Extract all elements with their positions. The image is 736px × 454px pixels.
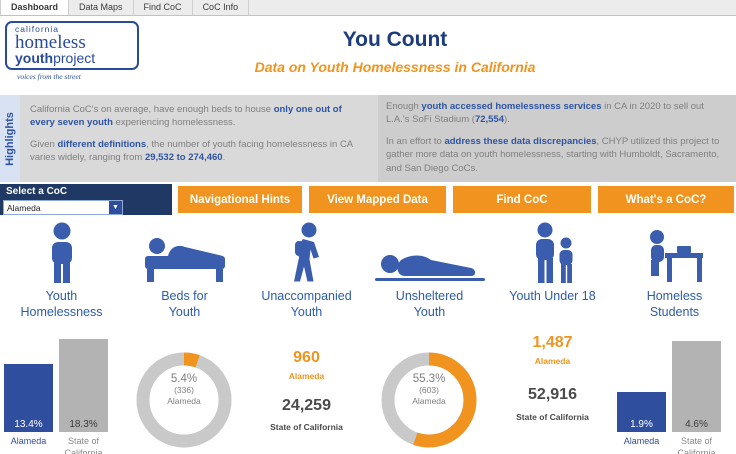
chyp-logo-box: california homeless youthproject	[5, 21, 139, 70]
sheet-tab-bar: Dashboard Data Maps Find CoC CoC Info	[0, 0, 736, 16]
under18-state-value: 52,916	[528, 386, 577, 403]
tab-find-coc[interactable]: Find CoC	[134, 0, 193, 15]
page-title: You Count	[342, 28, 448, 51]
coc-dropdown-value: Alameda	[7, 202, 41, 213]
logo-tagline: voices from the street	[17, 71, 81, 81]
coc-filter-label: Select a CoC	[6, 186, 68, 197]
highlight-paragraph: Given different definitions, the number …	[30, 138, 353, 164]
bar-value: 1.9%	[630, 419, 653, 430]
bar-value: 13.4%	[14, 419, 43, 430]
under18-alameda-value: 1,487	[532, 334, 573, 351]
student-at-desk-icon	[613, 218, 736, 284]
unaccompanied-alameda-value: 960	[293, 349, 320, 366]
highlight-paragraph: In an effort to address these data discr…	[386, 135, 720, 174]
axis-label-alameda: Alameda	[623, 436, 660, 446]
dropdown-caret-icon[interactable]: ▼	[109, 201, 122, 214]
tab-coc-info[interactable]: CoC Info	[193, 0, 250, 15]
under18-state-label: State of California	[516, 412, 589, 422]
bed-icon	[123, 218, 246, 284]
metric-title-beds-for-youth: Beds for Youth	[161, 289, 208, 320]
highlight-paragraph: Enough youth accessed homelessness servi…	[386, 101, 704, 126]
youth-person-icon	[0, 218, 123, 284]
homeless-students-state-bar[interactable]: 4.6%	[672, 341, 721, 432]
highlights-left-panel: California CoC's on average, have enough…	[20, 95, 378, 182]
metric-title-youth-under-18: Youth Under 18	[509, 289, 596, 303]
whats-a-coc-button[interactable]: What's a CoC?	[598, 186, 734, 213]
bar-value: 4.6%	[685, 419, 708, 430]
metric-title-unsheltered-youth: Unsheltered Youth	[395, 289, 464, 320]
walking-youth-backpack-icon	[245, 218, 368, 284]
axis-label-alameda: Alameda	[10, 436, 47, 446]
view-mapped-data-button[interactable]: View Mapped Data	[309, 186, 446, 213]
unaccompanied-alameda-label: Alameda	[288, 371, 325, 381]
beds-for-youth-donut-label: 5.4% (336) Alameda	[167, 373, 201, 407]
coc-dropdown[interactable]: Alameda ▼	[3, 200, 123, 215]
chyp-logo: california homeless youthproject voices …	[5, 21, 139, 81]
unaccompanied-state-label: State of California	[270, 422, 343, 432]
find-coc-button[interactable]: Find CoC	[453, 186, 591, 213]
navigational-hints-button[interactable]: Navigational Hints	[178, 186, 302, 213]
bar-value: 18.3%	[69, 419, 98, 430]
tab-data-maps[interactable]: Data Maps	[69, 0, 134, 15]
youth-homelessness-alameda-bar[interactable]: 13.4%	[4, 364, 53, 432]
metric-title-youth-homelessness: Youth Homelessness	[20, 289, 103, 320]
axis-label-state: State of California	[677, 436, 716, 454]
family-icon	[491, 218, 614, 284]
metric-title-unaccompanied-youth: Unaccompanied Youth	[261, 289, 352, 320]
page-subtitle: Data on Youth Homelessness in California	[254, 59, 536, 75]
beds-for-youth-donut[interactable]	[136, 352, 232, 448]
axis-label-state: State of California	[64, 436, 103, 454]
homeless-students-alameda-bar[interactable]: 1.9%	[617, 392, 666, 432]
highlights-right-panel: Enough youth accessed homelessness servi…	[378, 95, 736, 182]
unsheltered-youth-donut[interactable]	[381, 352, 477, 448]
highlight-paragraph: California CoC's on average, have enough…	[30, 104, 342, 129]
unaccompanied-state-value: 24,259	[282, 397, 331, 414]
youth-homelessness-state-bar[interactable]: 18.3%	[59, 339, 108, 432]
under18-alameda-label: Alameda	[534, 356, 571, 366]
logo-line-homeless: homeless	[15, 32, 86, 53]
lying-person-icon	[368, 218, 491, 284]
highlights-vertical-label: Highlights	[0, 95, 20, 182]
coc-filter: Select a CoC Alameda ▼	[0, 184, 172, 215]
unsheltered-youth-donut-label: 55.3% (603) Alameda	[412, 373, 446, 407]
metric-title-homeless-students: Homeless Students	[646, 289, 703, 320]
logo-line-california: california	[15, 24, 60, 34]
tab-dashboard[interactable]: Dashboard	[0, 0, 70, 15]
logo-line-youthproject: youthproject	[15, 50, 96, 67]
